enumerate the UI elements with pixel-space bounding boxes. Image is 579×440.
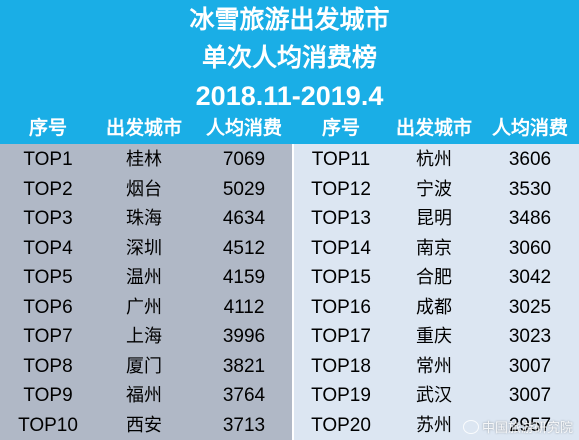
left-column-header-city: 出发城市 xyxy=(105,117,182,139)
city-cell: 常州 xyxy=(416,355,452,377)
city-cell: 成都 xyxy=(416,296,452,318)
table-row: TOP4 深圳 4512 xyxy=(0,234,292,263)
value-cell: 3996 xyxy=(222,326,266,347)
rank-cell: TOP17 xyxy=(311,326,371,347)
table-row: TOP14 南京 3060 xyxy=(294,234,579,263)
value-cell: 3060 xyxy=(508,237,552,259)
value-cell: 3713 xyxy=(222,414,266,436)
rank-cell: TOP1 xyxy=(23,149,73,170)
left-column-header-rank: 序号 xyxy=(28,117,67,139)
rank-cell: TOP16 xyxy=(311,296,371,318)
city-cell: 深圳 xyxy=(126,237,162,259)
table-row: TOP1 桂林 7069 xyxy=(0,145,292,174)
left-ranking-table: TOP1 桂林 7069 TOP2 烟台 5029 TOP3 珠海 4634 TOP4 深圳 4512… xyxy=(0,144,292,440)
value-cell: 2957 xyxy=(508,414,552,436)
rank-cell: TOP6 xyxy=(23,296,73,318)
watermark-text: 中国旅游研究院 xyxy=(481,421,573,436)
rank-cell: TOP20 xyxy=(311,414,371,436)
value-cell: 3023 xyxy=(508,326,552,347)
city-cell: 厦门 xyxy=(126,355,162,377)
value-cell: 3821 xyxy=(222,355,266,377)
table-row: TOP7 上海 3996 xyxy=(0,322,292,351)
table-row: TOP2 烟台 5029 xyxy=(0,175,292,204)
value-cell: 3007 xyxy=(508,385,552,406)
table-row: TOP5 温州 4159 xyxy=(0,263,292,292)
table-row: TOP8 厦门 3821 xyxy=(0,352,292,381)
city-cell: 苏州 xyxy=(416,414,452,436)
value-cell: 3530 xyxy=(508,178,552,200)
city-cell: 温州 xyxy=(126,267,162,288)
rank-cell: TOP4 xyxy=(23,237,73,259)
rank-cell: TOP2 xyxy=(23,178,73,200)
city-cell: 宁波 xyxy=(416,178,452,200)
rank-cell: TOP12 xyxy=(311,178,371,200)
rank-cell: TOP7 xyxy=(23,326,73,347)
table-row: TOP17 重庆 3023 xyxy=(294,322,579,351)
value-cell: 4512 xyxy=(222,237,266,259)
rank-cell: TOP18 xyxy=(311,355,371,377)
city-cell: 珠海 xyxy=(126,208,162,229)
city-cell: 杭州 xyxy=(416,149,452,170)
city-cell: 福州 xyxy=(126,385,162,406)
city-cell: 武汉 xyxy=(416,385,452,406)
watermark: 中国旅游研究院 xyxy=(462,417,573,436)
city-cell: 重庆 xyxy=(416,326,452,347)
value-cell: 7069 xyxy=(222,149,266,170)
table-row: TOP13 昆明 3486 xyxy=(294,204,579,233)
table-row: TOP11 杭州 3606 xyxy=(294,145,579,174)
value-cell: 4634 xyxy=(222,208,266,229)
table-row: TOP10 西安 3713 xyxy=(0,411,292,440)
header-banner: 冰雪旅游出发城市 单次人均消费榜 2018.11-2019.4 序号 出发城市 … xyxy=(0,0,579,144)
table-row: TOP12 宁波 3530 xyxy=(294,175,579,204)
right-column-header-value: 人均消费 xyxy=(491,117,568,139)
value-cell: 3606 xyxy=(508,149,552,170)
table-row: TOP19 武汉 3007 xyxy=(294,381,579,410)
value-cell: 3007 xyxy=(508,355,552,377)
city-cell: 南京 xyxy=(416,237,452,259)
value-cell: 5029 xyxy=(222,178,266,200)
value-cell: 3042 xyxy=(508,267,552,288)
rank-cell: TOP13 xyxy=(311,208,371,229)
left-column-header-value: 人均消费 xyxy=(205,117,282,139)
value-cell: 4112 xyxy=(223,296,265,318)
table-row: TOP9 福州 3764 xyxy=(0,381,292,410)
table-divider xyxy=(292,144,294,440)
value-cell: 3764 xyxy=(222,385,266,406)
weibo-icon xyxy=(462,420,479,434)
city-cell: 合肥 xyxy=(416,267,452,288)
value-cell: 3025 xyxy=(508,296,552,318)
rank-cell: TOP9 xyxy=(23,385,73,406)
table-row: TOP6 广州 4112 xyxy=(0,293,292,322)
rank-cell: TOP10 xyxy=(18,414,78,436)
rank-cell: TOP11 xyxy=(311,149,371,170)
rank-cell: TOP15 xyxy=(311,267,371,288)
table-row: TOP18 常州 3007 xyxy=(294,352,579,381)
table-row: TOP3 珠海 4634 xyxy=(0,204,292,233)
rank-cell: TOP8 xyxy=(23,355,73,377)
right-column-header-city: 出发城市 xyxy=(395,117,472,139)
table-row: TOP16 成都 3025 xyxy=(294,293,579,322)
right-column-header-rank: 序号 xyxy=(321,117,360,139)
city-cell: 西安 xyxy=(126,414,162,436)
rank-cell: TOP14 xyxy=(311,237,371,259)
title-date-range: 2018.11-2019.4 xyxy=(195,81,384,111)
city-cell: 烟台 xyxy=(126,178,162,200)
rank-cell: TOP19 xyxy=(311,385,371,406)
value-cell: 4159 xyxy=(222,267,266,288)
table-row: TOP20 苏州 2957 xyxy=(294,411,579,440)
city-cell: 上海 xyxy=(126,326,162,347)
title-line-2: 单次人均消费榜 xyxy=(201,43,377,72)
value-cell: 3486 xyxy=(508,208,552,229)
rank-cell: TOP5 xyxy=(23,267,73,288)
table-row: TOP15 合肥 3042 xyxy=(294,263,579,292)
city-cell: 桂林 xyxy=(126,149,162,170)
city-cell: 昆明 xyxy=(416,208,452,229)
rank-cell: TOP3 xyxy=(23,208,73,229)
title-line-1: 冰雪旅游出发城市 xyxy=(189,5,390,34)
right-ranking-table: TOP11 杭州 3606 TOP12 宁波 3530 TOP13 昆明 3486 TOP14 南京… xyxy=(294,144,579,440)
city-cell: 广州 xyxy=(126,296,162,318)
